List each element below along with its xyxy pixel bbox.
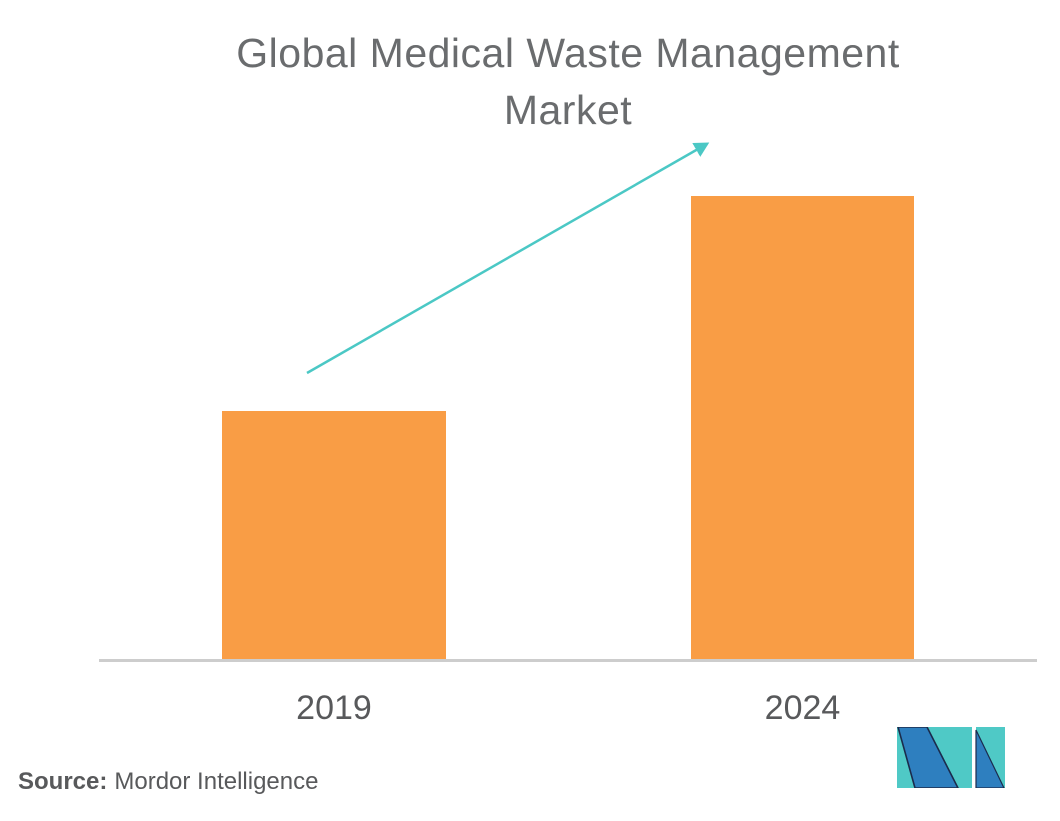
bar-2019	[222, 411, 446, 660]
growth-arrow	[306, 142, 710, 375]
logo-m-blue-stroke	[897, 727, 959, 788]
x-tick-label-2019: 2019	[296, 689, 372, 727]
x-tick-label-2024: 2024	[764, 689, 841, 727]
chart-title-line1: Global Medical Waste Management	[236, 30, 900, 76]
chart-title-line2: Market	[503, 87, 633, 133]
source-value: Mordor Intelligence	[114, 768, 319, 795]
source-note: Source: Mordor Intelligence	[18, 768, 318, 796]
mordor-intelligence-logo	[897, 727, 1005, 788]
x-axis-line	[99, 659, 1037, 662]
bar-2024	[691, 196, 914, 660]
chart-title: Global Medical Waste Management Market	[76, 25, 1060, 139]
source-label: Source:	[18, 768, 108, 795]
logo-i-blue-triangle	[975, 729, 1005, 788]
